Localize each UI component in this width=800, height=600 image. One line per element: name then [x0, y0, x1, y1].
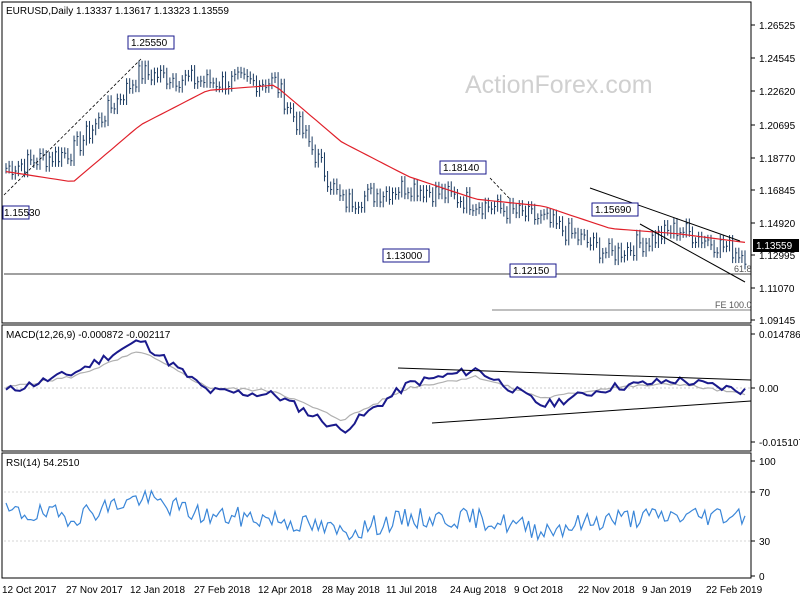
date-label: 12 Jan 2018	[130, 585, 185, 596]
price-panel	[1, 1, 752, 324]
price-tick-label: 1.20695	[759, 121, 796, 132]
date-label: 22 Nov 2018	[578, 585, 635, 596]
macd-tick-label: 0.00	[759, 384, 779, 395]
label-high-jan-text: 1.15690	[595, 205, 632, 216]
price-tick-label: 1.14920	[759, 219, 796, 230]
rsi-line	[5, 488, 746, 542]
channel-lower	[639, 223, 746, 283]
price-axis: 1.26525 1.24545 1.22620 1.20695 1.18770 …	[751, 21, 796, 327]
price-tick-label: 1.22620	[759, 87, 796, 98]
label-high-2018-text: 1.25550	[131, 38, 168, 49]
label-low-aug-text: 1.13000	[386, 251, 423, 262]
label-low-nov-text: 1.12150	[513, 266, 550, 277]
date-label: 22 Feb 2019	[706, 585, 763, 596]
label-high-aug-text: 1.18140	[443, 163, 480, 174]
label-low-1	[2, 205, 30, 220]
label-high-2018	[127, 35, 175, 50]
date-label: 24 Aug 2018	[450, 585, 507, 596]
rsi-tick-label: 30	[759, 537, 771, 548]
date-label: 27 Feb 2018	[194, 585, 251, 596]
rsi-tick-label: 0	[759, 572, 765, 583]
label-low-nov	[509, 263, 557, 278]
price-tick-label: 1.24545	[759, 54, 796, 65]
fib-label: 61.8	[734, 264, 752, 274]
price-tick-label: 1.18770	[759, 154, 796, 165]
rsi-tick-label: 100	[759, 457, 776, 468]
rsi-axis: 100 70 30 0	[751, 457, 776, 583]
price-annotations: 1.25550 1.15530 1.18140 1.13000 1.12150 …	[2, 35, 799, 311]
label-high-aug	[439, 160, 487, 175]
fe-label: FE 100.0	[715, 300, 752, 310]
date-label: 9 Oct 2018	[514, 585, 563, 596]
current-price-box	[753, 239, 799, 252]
current-price-text: 1.13559	[756, 241, 793, 252]
date-label: 9 Jan 2019	[642, 585, 692, 596]
dashed-trend-1	[3, 57, 143, 196]
label-high-jan	[591, 202, 639, 217]
price-tick-label: 1.12995	[759, 251, 796, 262]
macd-tick-label: 0.014786	[759, 330, 800, 341]
price-tick-label: 1.11070	[759, 284, 795, 295]
price-tick-label: 1.09145	[759, 316, 796, 327]
macd-title: MACD(12,26,9) -0.000872 -0.002117	[6, 330, 171, 341]
price-tick-label: 1.16845	[759, 186, 796, 197]
rsi-title: RSI(14) 54.2510	[6, 458, 80, 469]
date-label: 27 Nov 2017	[66, 585, 123, 596]
price-title: EURUSD,Daily 1.13337 1.13617 1.13323 1.1…	[6, 6, 229, 17]
price-tick-label: 1.26525	[759, 21, 796, 32]
date-label: 12 Apr 2018	[258, 585, 312, 596]
watermark: ActionForex.com	[465, 71, 653, 99]
macd-tick-label: -0.015107	[759, 438, 800, 449]
date-label: 28 May 2018	[322, 585, 380, 596]
macd-trend-lower	[431, 400, 752, 424]
rsi-panel	[1, 452, 752, 579]
label-low-aug	[382, 248, 430, 263]
date-label: 11 Jul 2018	[386, 585, 437, 596]
date-axis: 12 Oct 2017 27 Nov 2017 12 Jan 2018 27 F…	[2, 585, 763, 596]
macd-line	[5, 339, 746, 434]
macd-axis: 0.014786 0.00 -0.015107	[751, 330, 800, 449]
moving-average-line	[5, 84, 746, 243]
macd-signal-line	[5, 351, 746, 422]
channel-upper	[589, 187, 741, 242]
label-low-1-text: 1.15530	[4, 208, 41, 219]
date-label: 12 Oct 2017	[2, 585, 57, 596]
macd-trend-upper	[397, 367, 752, 381]
rsi-tick-label: 70	[759, 488, 771, 499]
